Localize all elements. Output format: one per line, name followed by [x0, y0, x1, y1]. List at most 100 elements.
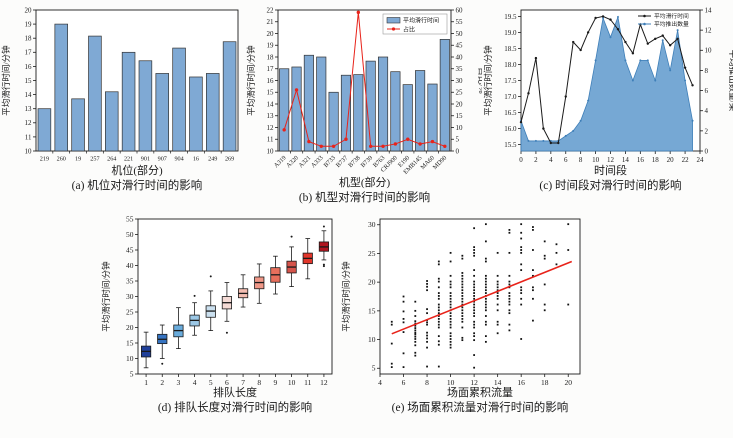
svg-text:16: 16 [267, 77, 275, 85]
svg-text:9: 9 [274, 378, 278, 387]
svg-text:15: 15 [126, 338, 134, 347]
svg-text:2: 2 [534, 156, 538, 164]
svg-text:A321: A321 [297, 154, 312, 169]
svg-text:45: 45 [456, 42, 464, 50]
svg-text:22: 22 [682, 156, 690, 164]
figure-row-top: 10 11 12 13 14 15 16 17 18 19 20 平均滑行时间/分钟 219 260 19 2… [0, 5, 733, 206]
svg-text:平均滑行时间/分钟: 平均滑行时间/分钟 [1, 45, 11, 115]
svg-text:15: 15 [267, 89, 275, 97]
panel-c-labels: 时间段 (c) 时间段对滑行时间的影响 [482, 165, 733, 194]
chart-a-stand-bar: 10 11 12 13 14 15 16 17 18 19 20 平均滑行时间/分钟 219 260 19 2… [1, 6, 239, 163]
svg-text:55: 55 [456, 18, 464, 26]
chart-b-xlabel: 机型(部分) [338, 177, 391, 189]
series-e [390, 223, 573, 369]
svg-text:18: 18 [652, 156, 660, 164]
svg-text:B737: B737 [335, 154, 350, 169]
svg-text:17: 17 [267, 65, 275, 73]
svg-text:8: 8 [579, 156, 583, 164]
chart-a-caption: (a) 机位对滑行时间的影响 [71, 180, 203, 192]
svg-text:18: 18 [267, 53, 275, 61]
svg-text:11: 11 [267, 136, 274, 144]
svg-text:20: 20 [564, 378, 572, 387]
svg-text:12: 12 [320, 378, 328, 387]
svg-text:0: 0 [705, 147, 709, 155]
series-a [37, 23, 237, 152]
chart-b-caption: (b) 机型对滑行时间的影响 [298, 192, 431, 204]
svg-text:2: 2 [705, 127, 709, 135]
series-d [140, 225, 330, 369]
svg-text:60: 60 [456, 6, 464, 14]
svg-text:5: 5 [130, 369, 134, 378]
svg-text:17: 17 [25, 49, 33, 57]
svg-text:16: 16 [25, 63, 33, 71]
svg-text:5: 5 [209, 378, 213, 387]
svg-text:平均推出数量: 平均推出数量 [654, 20, 689, 28]
svg-text:20: 20 [368, 278, 376, 287]
svg-text:平均滑行时间/分钟: 平均滑行时间/分钟 [101, 261, 111, 331]
svg-text:40: 40 [456, 53, 464, 61]
svg-text:10: 10 [456, 124, 464, 132]
panel-b-labels: 机型(部分) (b) 机型对滑行时间的影响 [245, 177, 482, 206]
svg-text:平均推出数量/架: 平均推出数量/架 [728, 50, 733, 112]
svg-text:19.0: 19.0 [504, 29, 517, 37]
svg-text:0: 0 [456, 147, 460, 155]
svg-text:占比/%: 占比/% [477, 67, 482, 93]
svg-text:50: 50 [126, 230, 134, 239]
chart-c-time-line-area: 15.516.016.517.017.518.018.519.019.50246… [483, 6, 733, 164]
svg-text:平均滑行时间: 平均滑行时间 [403, 16, 439, 24]
svg-text:平均滑行时间: 平均滑行时间 [654, 12, 689, 20]
svg-text:6: 6 [564, 156, 568, 164]
svg-text:16.5: 16.5 [504, 109, 517, 117]
svg-text:20: 20 [267, 30, 275, 38]
svg-text:249: 249 [208, 156, 217, 163]
svg-text:35: 35 [456, 65, 464, 73]
svg-text:6: 6 [705, 87, 709, 95]
svg-text:B733: B733 [322, 154, 337, 169]
svg-text:4: 4 [378, 378, 382, 387]
svg-text:12: 12 [607, 156, 615, 164]
svg-text:10: 10 [447, 378, 455, 387]
chart-e-caption: (e) 场面累积流量对滑行时间的影响 [391, 402, 569, 414]
chart-c-xlabel: 时间段 [594, 165, 627, 177]
svg-text:12: 12 [705, 27, 713, 35]
svg-text:16.0: 16.0 [504, 125, 517, 133]
panel-a-stand-effect: 10 11 12 13 14 15 16 17 18 19 20 平均滑行时间/分钟 219 260 19 2… [0, 5, 245, 194]
panel-c-time-period-effect: 15.5 16.0 16.5 17.0 17.5 18.0 18.5 19.0 19.5 0 2 4 6… [482, 5, 733, 194]
panel-d-queue-length-effect: 5 10 15 20 25 30 35 40 45 50 55 平均滑行时间/分钟 1 2 3 4 5 6 7 8 9 1… [100, 214, 340, 416]
svg-text:平均滑行时间/分钟: 平均滑行时间/分钟 [483, 45, 493, 115]
svg-text:18: 18 [541, 378, 549, 387]
svg-text:21: 21 [267, 18, 275, 26]
chart-d-xlabel: 排队长度 [213, 387, 257, 399]
svg-text:257: 257 [90, 156, 99, 163]
axes-e: 5 10 15 20 25 30 4 6 8 10 12 14 16 18 20 平均滑行时间/分钟 [341, 218, 581, 387]
svg-text:907: 907 [158, 156, 167, 163]
svg-text:14: 14 [705, 6, 713, 14]
svg-text:5: 5 [456, 136, 460, 144]
svg-text:13: 13 [267, 112, 275, 120]
svg-text:4: 4 [549, 156, 553, 164]
svg-text:14: 14 [267, 100, 275, 108]
chart-a-xlabel: 机位(部分) [111, 165, 163, 177]
panel-e-surface-flow-effect: 5 10 15 20 25 30 4 6 8 10 12 14 16 18 20 平均滑行时间/分钟 场面累积… [340, 214, 590, 416]
svg-text:17.5: 17.5 [504, 77, 517, 85]
svg-text:13: 13 [25, 105, 33, 113]
svg-text:10: 10 [288, 378, 296, 387]
svg-text:15.5: 15.5 [504, 141, 517, 149]
figure-row-bottom: 5 10 15 20 25 30 35 40 45 50 55 平均滑行时间/分钟 1 2 3 4 5 6 7 8 9 1… [0, 214, 733, 416]
svg-text:16: 16 [193, 156, 199, 163]
svg-text:19: 19 [267, 42, 275, 50]
svg-text:904: 904 [174, 156, 183, 163]
svg-text:10: 10 [25, 147, 33, 155]
chart-e-flow-scatter: 5 10 15 20 25 30 4 6 8 10 12 14 16 18 20 平均滑行时间/分钟 [341, 218, 581, 387]
svg-text:50: 50 [456, 30, 464, 38]
svg-text:6: 6 [402, 378, 406, 387]
svg-text:16: 16 [517, 378, 525, 387]
svg-text:12: 12 [267, 124, 275, 132]
svg-text:A320: A320 [285, 154, 300, 169]
chart-b-type-bar-line: 10 11 12 13 14 15 16 17 18 19 20 21 22 0 5 10 15 20 25 30 35… [246, 6, 482, 175]
svg-text:25: 25 [456, 89, 464, 97]
svg-text:40: 40 [126, 261, 134, 270]
svg-text:平均滑行时间/分钟: 平均滑行时间/分钟 [341, 261, 351, 331]
svg-text:24: 24 [697, 156, 705, 164]
